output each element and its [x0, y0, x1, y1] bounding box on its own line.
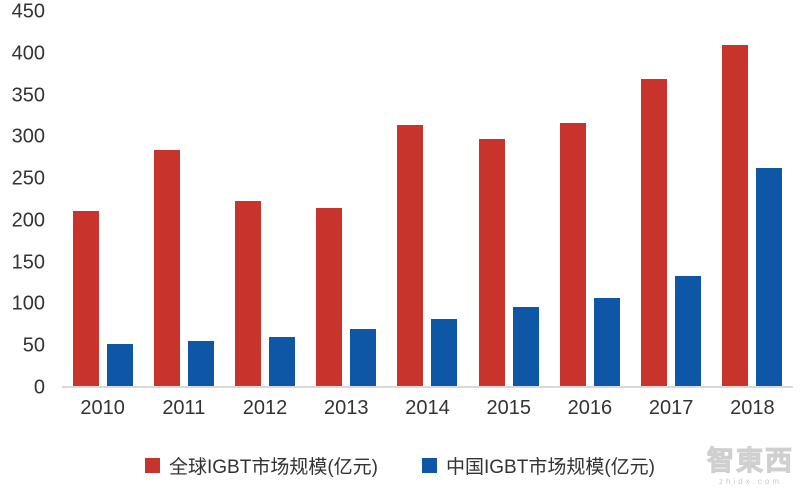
y-tick-label: 200	[11, 209, 45, 232]
bar-china-2010	[106, 344, 133, 386]
bar-china-2013	[350, 329, 377, 386]
bar-global-2017	[641, 78, 668, 386]
legend-item-china: 中国IGBT市场规模(亿元)	[422, 452, 655, 479]
bar-global-2015	[478, 138, 505, 386]
legend: 全球IGBT市场规模(亿元) 中国IGBT市场规模(亿元)	[0, 452, 800, 479]
plot-area	[62, 12, 793, 388]
y-tick-label: 350	[11, 84, 45, 107]
bar-china-2018	[756, 167, 783, 386]
bar-group-2011	[143, 12, 224, 386]
legend-label: 全球IGBT市场规模(亿元)	[169, 457, 378, 478]
x-axis: 2010 2011 2012 2013 2014 2015 2016 2017 2018	[62, 397, 793, 420]
bar-china-2014	[431, 319, 458, 386]
x-tick-label: 2017	[648, 397, 694, 419]
y-tick-label: 400	[11, 42, 45, 65]
x-tick-label: 2014	[405, 397, 450, 419]
y-tick-label: 450	[11, 0, 45, 23]
bar-group-2010	[62, 12, 143, 386]
y-tick-label: 50	[22, 334, 45, 357]
bar-china-2016	[593, 298, 620, 386]
x-tick-label: 2012	[242, 397, 288, 419]
x-tick-label: 2011	[162, 397, 206, 419]
bar-group-2012	[224, 12, 305, 386]
legend-label: 中国IGBT市场规模(亿元)	[446, 457, 655, 478]
bar-global-2012	[235, 201, 262, 386]
y-tick-label: 250	[11, 167, 45, 190]
x-tick-label: 2016	[567, 397, 613, 419]
y-axis: 0 50 100 150 200 250 300 350 400 450	[0, 1, 48, 399]
bar-china-2017	[675, 275, 702, 386]
bar-china-2011	[187, 340, 214, 386]
y-tick-label: 100	[11, 292, 45, 315]
bar-group-2014	[387, 12, 468, 386]
bar-groups	[62, 12, 793, 386]
legend-item-global: 全球IGBT市场规模(亿元)	[145, 452, 378, 479]
legend-swatch-icon	[145, 458, 160, 473]
bar-group-2018	[712, 12, 793, 386]
y-tick-label: 0	[33, 376, 45, 399]
bar-china-2015	[512, 306, 539, 386]
y-tick-label: 300	[11, 125, 45, 148]
bar-group-2017	[631, 12, 712, 386]
bar-group-2015	[468, 12, 549, 386]
bar-group-2013	[306, 12, 387, 386]
x-tick-label: 2018	[730, 397, 775, 419]
bar-global-2016	[559, 122, 586, 386]
x-tick-label: 2013	[324, 397, 369, 419]
bar-global-2013	[316, 208, 343, 386]
legend-swatch-icon	[422, 458, 437, 473]
y-tick-label: 150	[11, 251, 45, 274]
x-tick-label: 2015	[486, 397, 531, 419]
bar-group-2016	[549, 12, 630, 386]
x-tick-label: 2010	[80, 397, 125, 419]
watermark-domain-text: zhidx.com	[718, 477, 782, 486]
bar-global-2014	[397, 124, 424, 386]
bar-china-2012	[269, 336, 296, 386]
bar-global-2010	[72, 210, 99, 386]
bar-global-2018	[722, 45, 749, 386]
bar-global-2011	[153, 149, 180, 386]
